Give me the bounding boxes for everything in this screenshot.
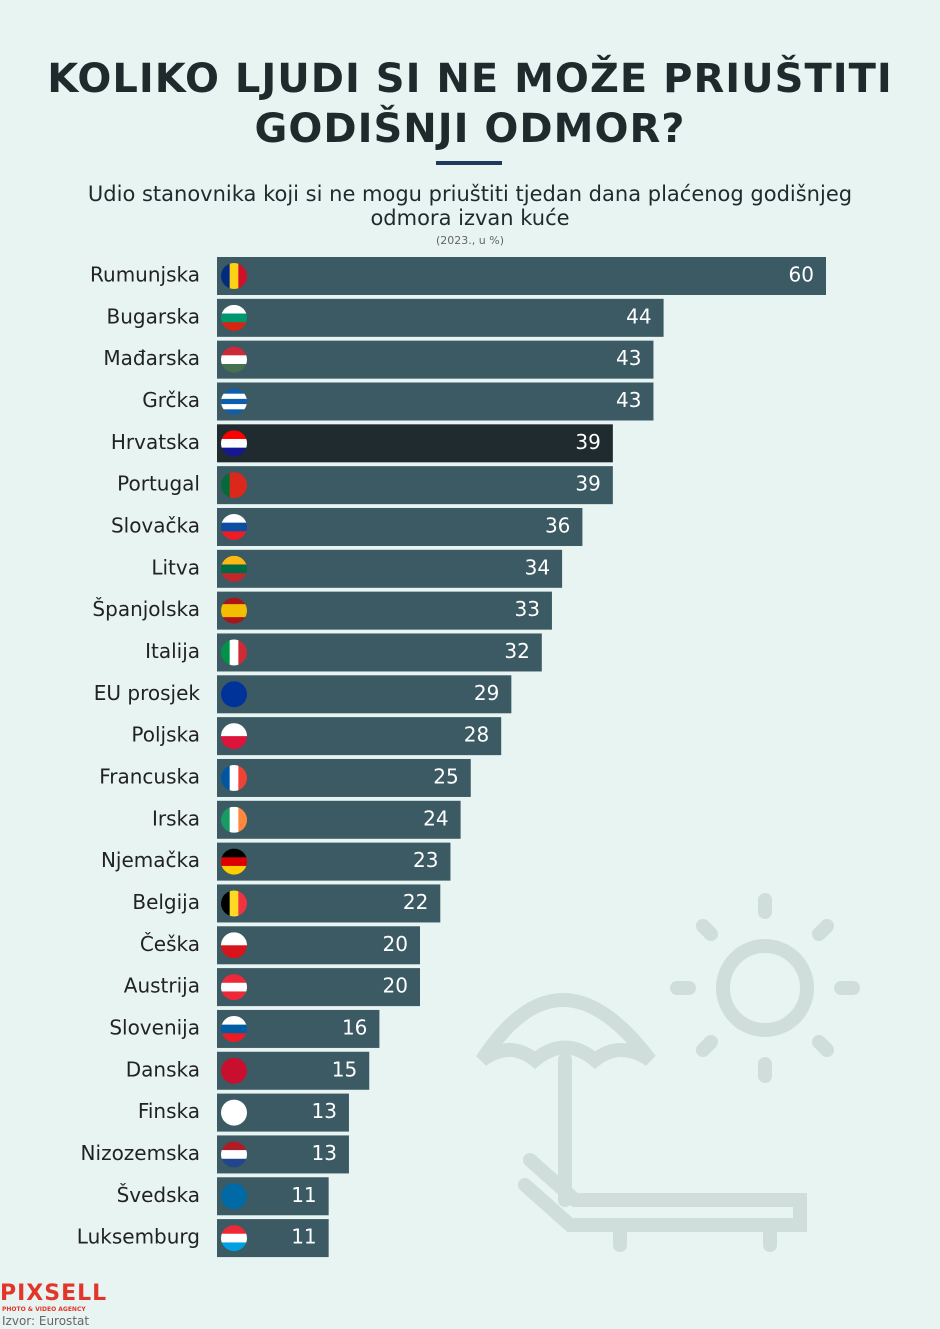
- value-label: 23: [413, 848, 438, 872]
- category-label: EU prosjek: [94, 681, 201, 705]
- value-label: 22: [403, 890, 428, 914]
- category-label: Španjolska: [92, 597, 200, 621]
- note: (2023., u %): [436, 234, 504, 247]
- value-label: 15: [332, 1057, 357, 1081]
- category-label: Francuska: [99, 764, 200, 788]
- value-label: 39: [575, 430, 600, 454]
- title: KOLIKO LJUDI SI NE MOŽE PRIUŠTITI GODIŠN…: [47, 56, 893, 152]
- value-label: 39: [575, 472, 600, 496]
- flag: [221, 723, 247, 750]
- category-label: Švedska: [117, 1183, 200, 1207]
- category-label: Finska: [138, 1099, 200, 1123]
- bar: [217, 675, 512, 714]
- flag: [221, 1225, 247, 1252]
- bar: [217, 842, 451, 881]
- bar: [217, 968, 420, 1007]
- flag: [221, 346, 247, 373]
- flag: [221, 472, 247, 499]
- flag: [221, 848, 247, 875]
- bar: [217, 382, 654, 421]
- flag: [221, 974, 247, 1001]
- flag: [221, 513, 247, 540]
- flag: [221, 1099, 247, 1126]
- value-label: 34: [525, 555, 550, 579]
- agency: PHOTO & VIDEO AGENCY: [2, 1306, 86, 1313]
- flag: [221, 263, 247, 289]
- value-label: 11: [291, 1183, 316, 1207]
- category-label: Italija: [145, 639, 200, 663]
- category-label: Luksemburg: [77, 1225, 200, 1249]
- category-label: Irska: [152, 806, 200, 830]
- category-label: Bugarska: [107, 304, 200, 328]
- category-label: Portugal: [117, 472, 200, 496]
- flag: [221, 890, 247, 917]
- value-label: 20: [383, 974, 408, 998]
- category-label: Poljska: [131, 723, 200, 747]
- value-label: 24: [423, 806, 448, 830]
- bar: [217, 591, 552, 630]
- flag: [221, 1057, 247, 1084]
- flag: [221, 388, 247, 415]
- bar: [217, 884, 441, 923]
- value-label: 32: [504, 639, 529, 663]
- flag: [221, 304, 247, 331]
- value-label: 25: [433, 764, 458, 788]
- logo: PIXSELL: [0, 1281, 108, 1306]
- value-label: 33: [514, 597, 539, 621]
- category-label: Češka: [140, 932, 200, 956]
- bar: [217, 340, 654, 379]
- value-label: 13: [311, 1141, 336, 1165]
- category-label: Slovenija: [109, 1015, 200, 1039]
- flag: [221, 639, 247, 666]
- bar: [217, 257, 826, 295]
- bar: [217, 800, 461, 839]
- bar: [217, 758, 471, 797]
- subtitle: Udio stanovnika koji si ne mogu priuštit…: [87, 182, 853, 230]
- flag: [221, 1015, 247, 1042]
- value-label: 43: [616, 346, 641, 370]
- bar: [217, 466, 613, 505]
- flag: [221, 932, 247, 959]
- category-label: Austrija: [124, 974, 200, 998]
- source: Izvor: Eurostat: [2, 1314, 90, 1328]
- category-label: Grčka: [142, 388, 200, 412]
- category-label: Njemačka: [101, 848, 200, 872]
- decoration: [476, 893, 860, 1252]
- bar: [217, 717, 502, 756]
- flag: [221, 806, 247, 833]
- category-label: Belgija: [132, 890, 200, 914]
- flag: [221, 681, 247, 708]
- category-label: Rumunjska: [90, 263, 200, 287]
- bar: [217, 926, 420, 965]
- value-label: 43: [616, 388, 641, 412]
- flag: [221, 764, 247, 791]
- value-label: 28: [464, 723, 489, 747]
- category-label: Litva: [151, 555, 200, 579]
- flag: [221, 430, 247, 457]
- value-label: 20: [383, 932, 408, 956]
- bar: [217, 424, 613, 463]
- value-label: 44: [626, 304, 651, 328]
- category-label: Danska: [126, 1057, 200, 1081]
- flag: [221, 1183, 247, 1210]
- category-label: Nizozemska: [81, 1141, 200, 1165]
- value-label: 13: [311, 1099, 336, 1123]
- value-label: 11: [291, 1225, 316, 1249]
- flag: [221, 597, 247, 624]
- value-label: 60: [789, 263, 814, 287]
- category-label: Hrvatska: [111, 430, 200, 454]
- bar: [217, 633, 542, 672]
- value-label: 16: [342, 1015, 367, 1039]
- bar: [217, 507, 583, 546]
- category-label: Slovačka: [111, 513, 200, 537]
- value-label: 36: [545, 513, 570, 537]
- value-label: 29: [474, 681, 499, 705]
- bar: [217, 549, 563, 588]
- flag: [221, 555, 247, 582]
- category-label: Mađarska: [103, 346, 200, 370]
- bar: [217, 298, 664, 337]
- flag: [221, 1141, 247, 1168]
